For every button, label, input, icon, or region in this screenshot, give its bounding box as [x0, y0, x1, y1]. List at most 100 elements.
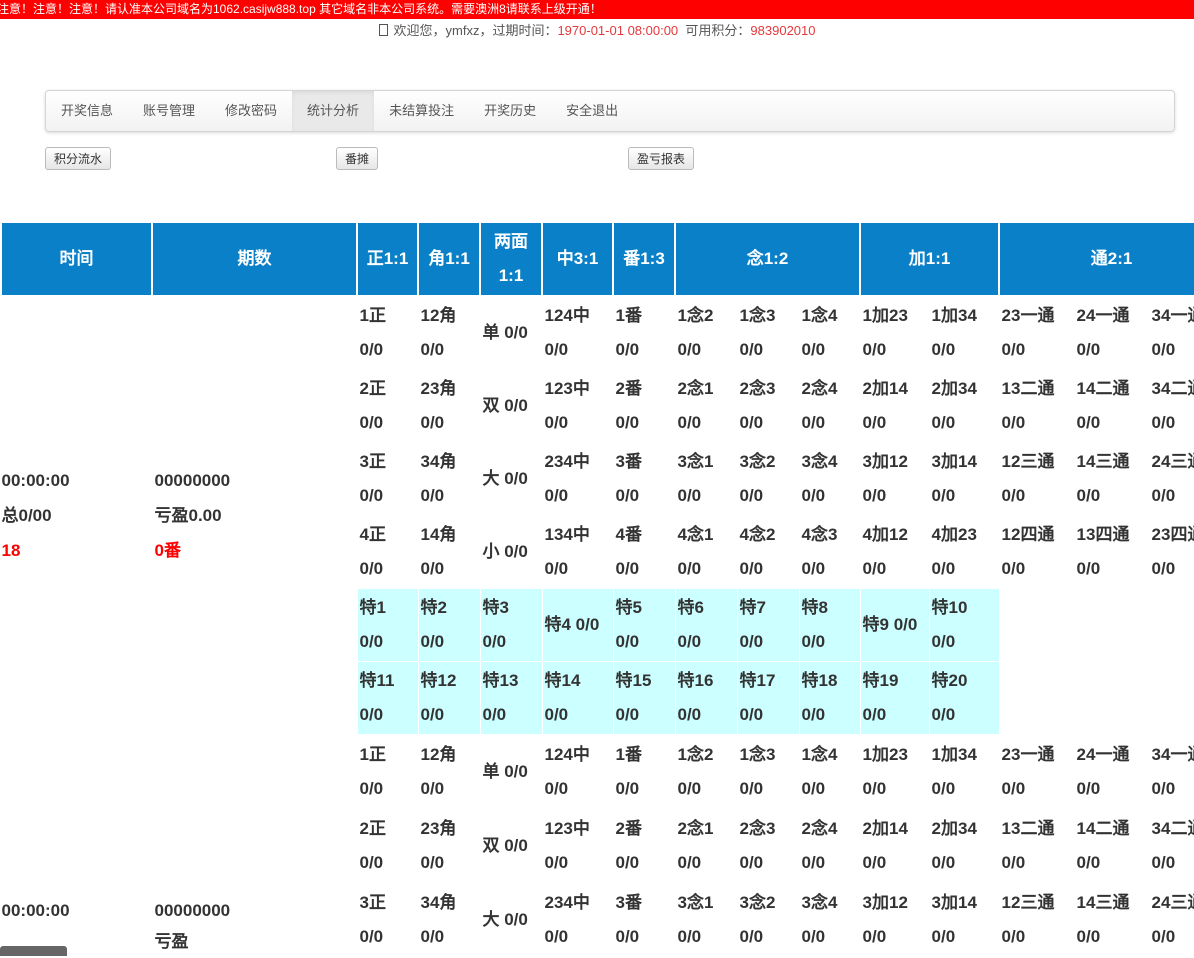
bet-value: 0/0 — [482, 632, 507, 651]
bet-value: 0/0 — [1076, 927, 1101, 947]
bet-label: 2正 — [359, 818, 386, 838]
bet-value: 0/0 — [615, 559, 640, 578]
nav-change-password[interactable]: 修改密码 — [225, 103, 278, 118]
bet-cell: 24一通 0/0 — [1073, 733, 1150, 810]
bet-label: 特5 — [615, 598, 642, 617]
bet-value: 0/0 — [931, 486, 956, 505]
round-profit: 亏盈 — [154, 932, 189, 951]
bet-cell: 2念4 0/0 — [798, 808, 861, 884]
bet-cell: 12角 0/0 — [417, 295, 481, 370]
bet-cell: 34二通 0/0 — [1148, 808, 1194, 884]
bet-value: 0/0 — [1151, 486, 1176, 505]
time-cell: 00:00:00 — [0, 734, 153, 958]
table-row: 3正 0/0 34角 0/0 大 0/0 234中 0/0 3番 0/0 3念1 0/0 3念2 0/0… — [1, 442, 1194, 516]
bet-label: 特20 — [931, 671, 968, 690]
empty-cell — [998, 588, 1194, 662]
bet-cell: 14角 0/0 — [417, 515, 481, 589]
bet-cell: 3番 0/0 — [612, 882, 676, 958]
bet-value: 0/0 — [420, 486, 445, 505]
bet-value: 0/0 — [1001, 559, 1026, 578]
link-tooltip — [0, 946, 67, 956]
fantan-button[interactable]: 番摊 — [336, 147, 379, 170]
bet-value: 0/0 — [801, 852, 826, 872]
bet-cell: 12三通 0/0 — [998, 882, 1075, 958]
bet-cell: 2念3 0/0 — [736, 808, 800, 884]
profit-report-button[interactable]: 盈亏报表 — [628, 147, 695, 170]
header-tong: 通2:1 — [998, 223, 1194, 297]
bet-value: 0/0 — [739, 559, 764, 578]
bet-value: 0/0 — [615, 340, 640, 359]
bet-cell: 14二通 0/0 — [1073, 808, 1150, 884]
bet-cell: 特17 0/0 — [736, 661, 800, 735]
bet-cell: 12三通 0/0 — [998, 442, 1075, 516]
bet-value: 0/0 — [615, 413, 640, 432]
bet-label: 1加34 — [931, 306, 977, 325]
bet-label: 4加12 — [862, 525, 908, 544]
bet-value: 0/0 — [677, 927, 702, 947]
bet-value: 0/0 — [739, 413, 764, 432]
bet-cell: 14三通 0/0 — [1073, 882, 1150, 958]
bet-value: 0/0 — [420, 778, 445, 798]
nav-lottery-history[interactable]: 开奖历史 — [484, 103, 537, 118]
bet-label: 1念4 — [801, 306, 838, 325]
bet-value: 0/0 — [544, 413, 569, 432]
bet-value: 0/0 — [420, 705, 445, 724]
nav-account[interactable]: 账号管理 — [143, 103, 196, 118]
bet-value: 0/0 — [801, 559, 826, 578]
points-flow-button[interactable]: 积分流水 — [45, 147, 112, 170]
bet-cell: 4番 0/0 — [612, 515, 676, 589]
bet-label: 3念1 — [677, 452, 714, 471]
bet-label: 3念2 — [739, 893, 776, 913]
bet-cell: 2正 0/0 — [356, 369, 419, 443]
liangmian-cell: 大 0/0 — [479, 442, 543, 516]
bet-cell: 2加34 0/0 — [928, 808, 1000, 884]
bet-value: 0/0 — [1151, 778, 1176, 798]
bet-label: 14三通 — [1076, 893, 1130, 913]
bet-cell: 1念3 0/0 — [736, 733, 800, 810]
bet-label: 2念3 — [739, 818, 776, 838]
bet-label: 1番 — [615, 306, 642, 325]
table-header-row: 时间 期数 正1:1 角1:1 两面1:1 中3:1 番1:3 念1:2 加1:… — [0, 223, 1194, 297]
bet-label: 2念1 — [677, 818, 714, 838]
header-jia: 加1:1 — [859, 223, 1001, 297]
special-row: 特1 0/0 特2 0/0 特3 0/0 特4 0/0 特5 0/0 特6 0/0 特7 0/0 特8 0/… — [1, 588, 1194, 662]
bet-cell: 123中 0/0 — [541, 369, 614, 443]
bet-cell: 2番 0/0 — [612, 369, 676, 443]
bet-value: 0/0 — [359, 852, 384, 872]
bet-value: 0/0 — [801, 340, 826, 359]
round-fan: 0番 — [154, 541, 181, 560]
stats-table-wrapper: 时间 期数 正1:1 角1:1 两面1:1 中3:1 番1:3 念1:2 加1:… — [0, 223, 1194, 958]
bet-label: 2加34 — [931, 818, 977, 838]
bet-value: 0/0 — [801, 778, 826, 798]
header-nian: 念1:2 — [673, 223, 862, 297]
bet-cell: 23角 0/0 — [417, 808, 481, 884]
nav-unsettled-bets[interactable]: 未结算投注 — [389, 103, 455, 118]
bet-label: 23角 — [420, 818, 457, 838]
bet-cell: 2念1 0/0 — [674, 808, 738, 884]
empty-cell — [998, 661, 1194, 735]
bet-label: 2加14 — [862, 818, 908, 838]
bet-value: 0/0 — [931, 559, 956, 578]
bet-label: 23一通 — [1001, 744, 1055, 764]
bet-label: 124中 — [544, 306, 590, 325]
liangmian-cell: 双 0/0 — [479, 808, 543, 884]
bet-value: 0/0 — [739, 705, 764, 724]
nav-logout[interactable]: 安全退出 — [566, 103, 619, 118]
bet-label: 23角 — [420, 379, 457, 398]
bet-label: 4念3 — [801, 525, 838, 544]
bet-value: 0/0 — [359, 559, 384, 578]
bet-cell: 特4 0/0 — [541, 588, 614, 662]
bet-label: 4念2 — [739, 525, 776, 544]
bet-label: 3加14 — [931, 893, 977, 913]
table-row: 2正 0/0 23角 0/0 双 0/0 123中 0/0 2番 0/0 2念1 0/0 2念3 0/0… — [1, 808, 1194, 884]
bet-label: 3念4 — [801, 893, 838, 913]
bet-label: 2番 — [615, 818, 642, 838]
nav-lottery-info[interactable]: 开奖信息 — [61, 103, 114, 118]
bet-cell: 13二通 0/0 — [998, 369, 1075, 443]
bet-cell: 2加14 0/0 — [859, 369, 930, 443]
bet-cell: 特14 0/0 — [541, 661, 614, 735]
nav-statistics[interactable]: 统计分析 — [292, 91, 375, 131]
bet-value: 0/0 — [615, 632, 640, 651]
bet-value: 0/0 — [1151, 559, 1176, 578]
bet-value: 0/0 — [1001, 486, 1026, 505]
